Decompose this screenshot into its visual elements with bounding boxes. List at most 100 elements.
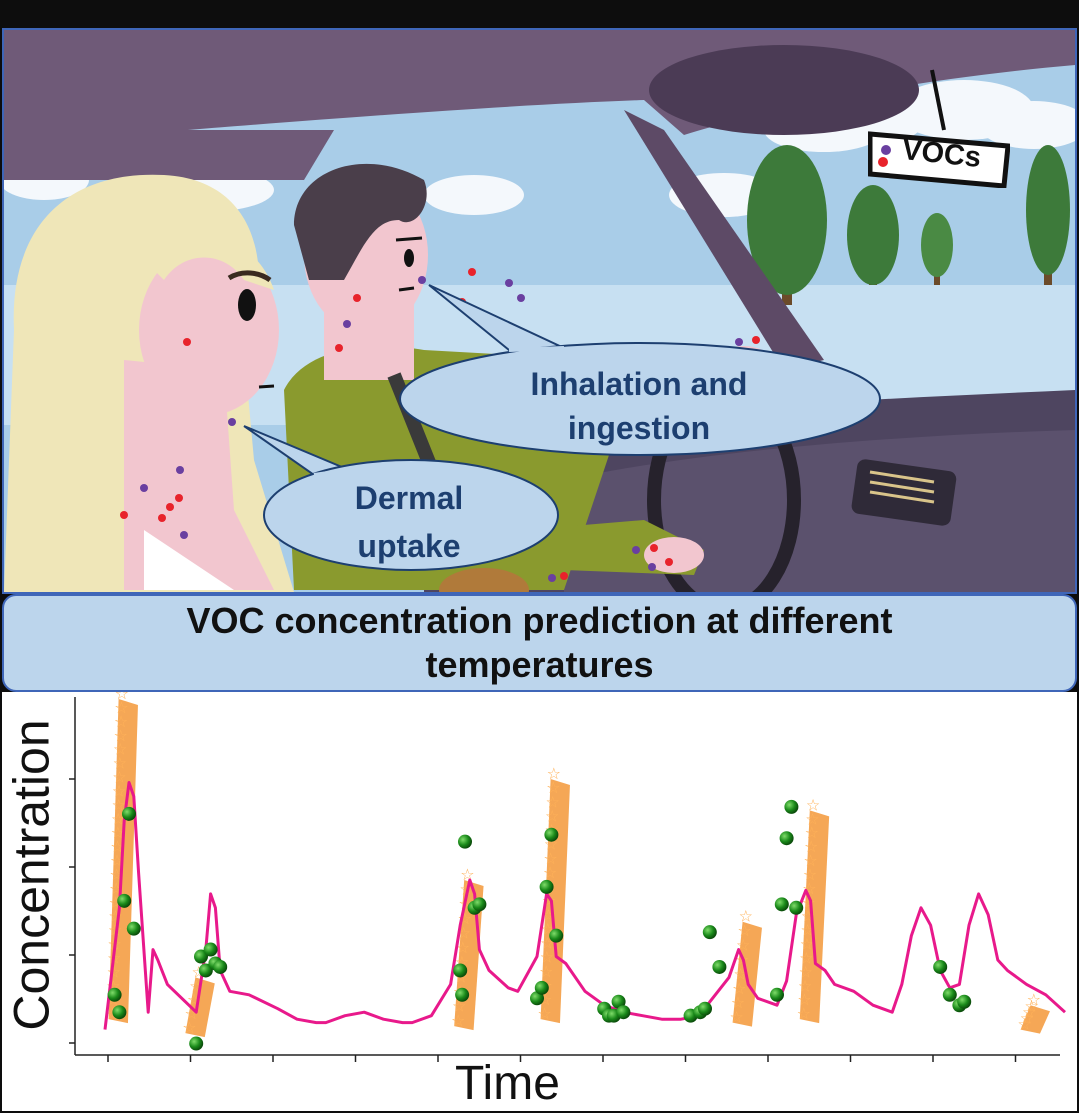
measurement-point (702, 925, 717, 940)
star-marker: ☆ (800, 935, 814, 954)
star-marker: ☆ (805, 823, 819, 842)
x-axis-label: Time (455, 1057, 560, 1110)
panel-title-bar: VOC concentration prediction at differen… (2, 594, 1077, 692)
star-marker: ☆ (114, 698, 128, 717)
measurement-point (455, 987, 470, 1002)
measurement-point (611, 994, 626, 1009)
star-marker: ☆ (731, 993, 745, 1012)
star-marker: ☆ (545, 806, 559, 825)
predicted-band-shape (540, 779, 570, 1024)
measurement-point (122, 806, 136, 821)
star-marker: ☆ (1027, 990, 1041, 1009)
pet (439, 568, 529, 592)
star-marker: ☆ (1017, 1015, 1031, 1034)
star-marker: ☆ (546, 778, 560, 797)
dermal-text: Dermal uptake (354, 480, 464, 564)
car-scene-svg (4, 30, 1075, 592)
star-marker: ☆ (798, 962, 812, 981)
star-marker: ☆ (537, 1004, 551, 1023)
measurement-point (933, 959, 948, 974)
predicted-band: ☆☆☆☆☆☆☆☆☆☆☆☆☆☆☆☆ (797, 795, 830, 1024)
star-marker: ☆ (451, 1011, 465, 1030)
star-marker: ☆ (737, 921, 751, 940)
star-marker: ☆ (803, 851, 817, 870)
star-marker: ☆ (115, 692, 129, 703)
voc-particles (120, 268, 760, 582)
star-marker: ☆ (546, 792, 560, 811)
predicted-band-shape (185, 977, 215, 1038)
inhalation-text: Inhalation and ingestion (530, 366, 748, 446)
passenger (4, 174, 294, 592)
star-marker: ☆ (799, 948, 813, 967)
star-marker: ☆ (112, 781, 126, 800)
star-marker: ☆ (112, 768, 126, 787)
predicted-band-shape (1020, 1005, 1050, 1034)
star-marker: ☆ (543, 863, 557, 882)
measurement-point (453, 963, 468, 978)
measurement-point (957, 994, 972, 1009)
measurement-point (126, 921, 141, 936)
side-frame (4, 130, 334, 180)
sunroof (649, 45, 919, 135)
star-marker: ☆ (806, 795, 820, 814)
chart-axes (69, 697, 1060, 1062)
star-marker: ☆ (1020, 1009, 1034, 1028)
star-marker: ☆ (732, 979, 746, 998)
star-marker: ☆ (543, 849, 557, 868)
air-vent (851, 459, 957, 526)
measurement-point (472, 897, 487, 912)
measurement-point (112, 1005, 127, 1020)
star-marker: ☆ (111, 809, 125, 828)
measurement-point (789, 900, 804, 915)
measurement-point (530, 991, 544, 1006)
predicted-band: ☆☆☆☆☆☆☆☆☆☆☆☆☆☆☆☆☆☆ (537, 764, 570, 1024)
voc-sign (868, 131, 1010, 188)
bubble-inhalation (399, 342, 881, 456)
star-marker: ☆ (456, 938, 470, 957)
measurement-point (616, 1005, 631, 1020)
measurement-point (712, 959, 727, 974)
measurement-point (698, 1001, 712, 1016)
star-marker: ☆ (113, 754, 127, 773)
panel-title: VOC concentration prediction at differen… (186, 600, 893, 685)
measurement-point (549, 928, 564, 943)
measurement-point (942, 987, 957, 1002)
measurement-point (107, 987, 122, 1002)
star-marker: ☆ (803, 865, 817, 884)
measurement-point (774, 897, 789, 912)
predicted-band-layer: ☆☆☆☆☆☆☆☆☆☆☆☆☆☆☆☆☆☆☆☆☆☆☆☆☆☆☆☆☆☆☆☆☆☆☆☆☆☆☆☆… (105, 692, 1050, 1038)
y-axis-label-box: Concentration (4, 695, 60, 1055)
star-marker: ☆ (797, 1004, 811, 1023)
measurement-point (189, 1036, 204, 1051)
star-marker: ☆ (729, 1008, 743, 1027)
measurement-point (544, 827, 559, 842)
concentration-line (103, 781, 1067, 1030)
star-marker: ☆ (739, 907, 753, 926)
measurement-point (213, 959, 228, 974)
measurement-point (203, 942, 218, 957)
measurement-point (770, 987, 784, 1002)
a-pillar (624, 110, 824, 370)
measurement-point (117, 893, 132, 908)
concentration-line-layer (103, 781, 1067, 1030)
star-marker: ☆ (540, 948, 554, 967)
measurement-point (194, 949, 208, 964)
star-marker: ☆ (113, 726, 127, 745)
predicted-band: ☆☆☆☆☆ (1017, 990, 1050, 1034)
star-marker: ☆ (111, 795, 125, 814)
measurement-point (539, 879, 554, 894)
star-marker: ☆ (805, 809, 819, 828)
concentration-chart: ☆☆☆☆☆☆☆☆☆☆☆☆☆☆☆☆☆☆☆☆☆☆☆☆☆☆☆☆☆☆☆☆☆☆☆☆☆☆☆☆… (69, 692, 1067, 1062)
trees (747, 145, 1070, 305)
predicted-band-shape (799, 810, 830, 1024)
star-marker: ☆ (113, 740, 127, 759)
star-marker: ☆ (539, 962, 553, 981)
measurement-point (198, 963, 213, 978)
measurement-point (784, 799, 799, 814)
y-axis-label: Concentration (4, 719, 60, 1031)
star-marker: ☆ (804, 837, 818, 856)
star-marker: ☆ (547, 764, 561, 783)
star-marker: ☆ (460, 865, 474, 884)
star-marker: ☆ (182, 1018, 196, 1037)
